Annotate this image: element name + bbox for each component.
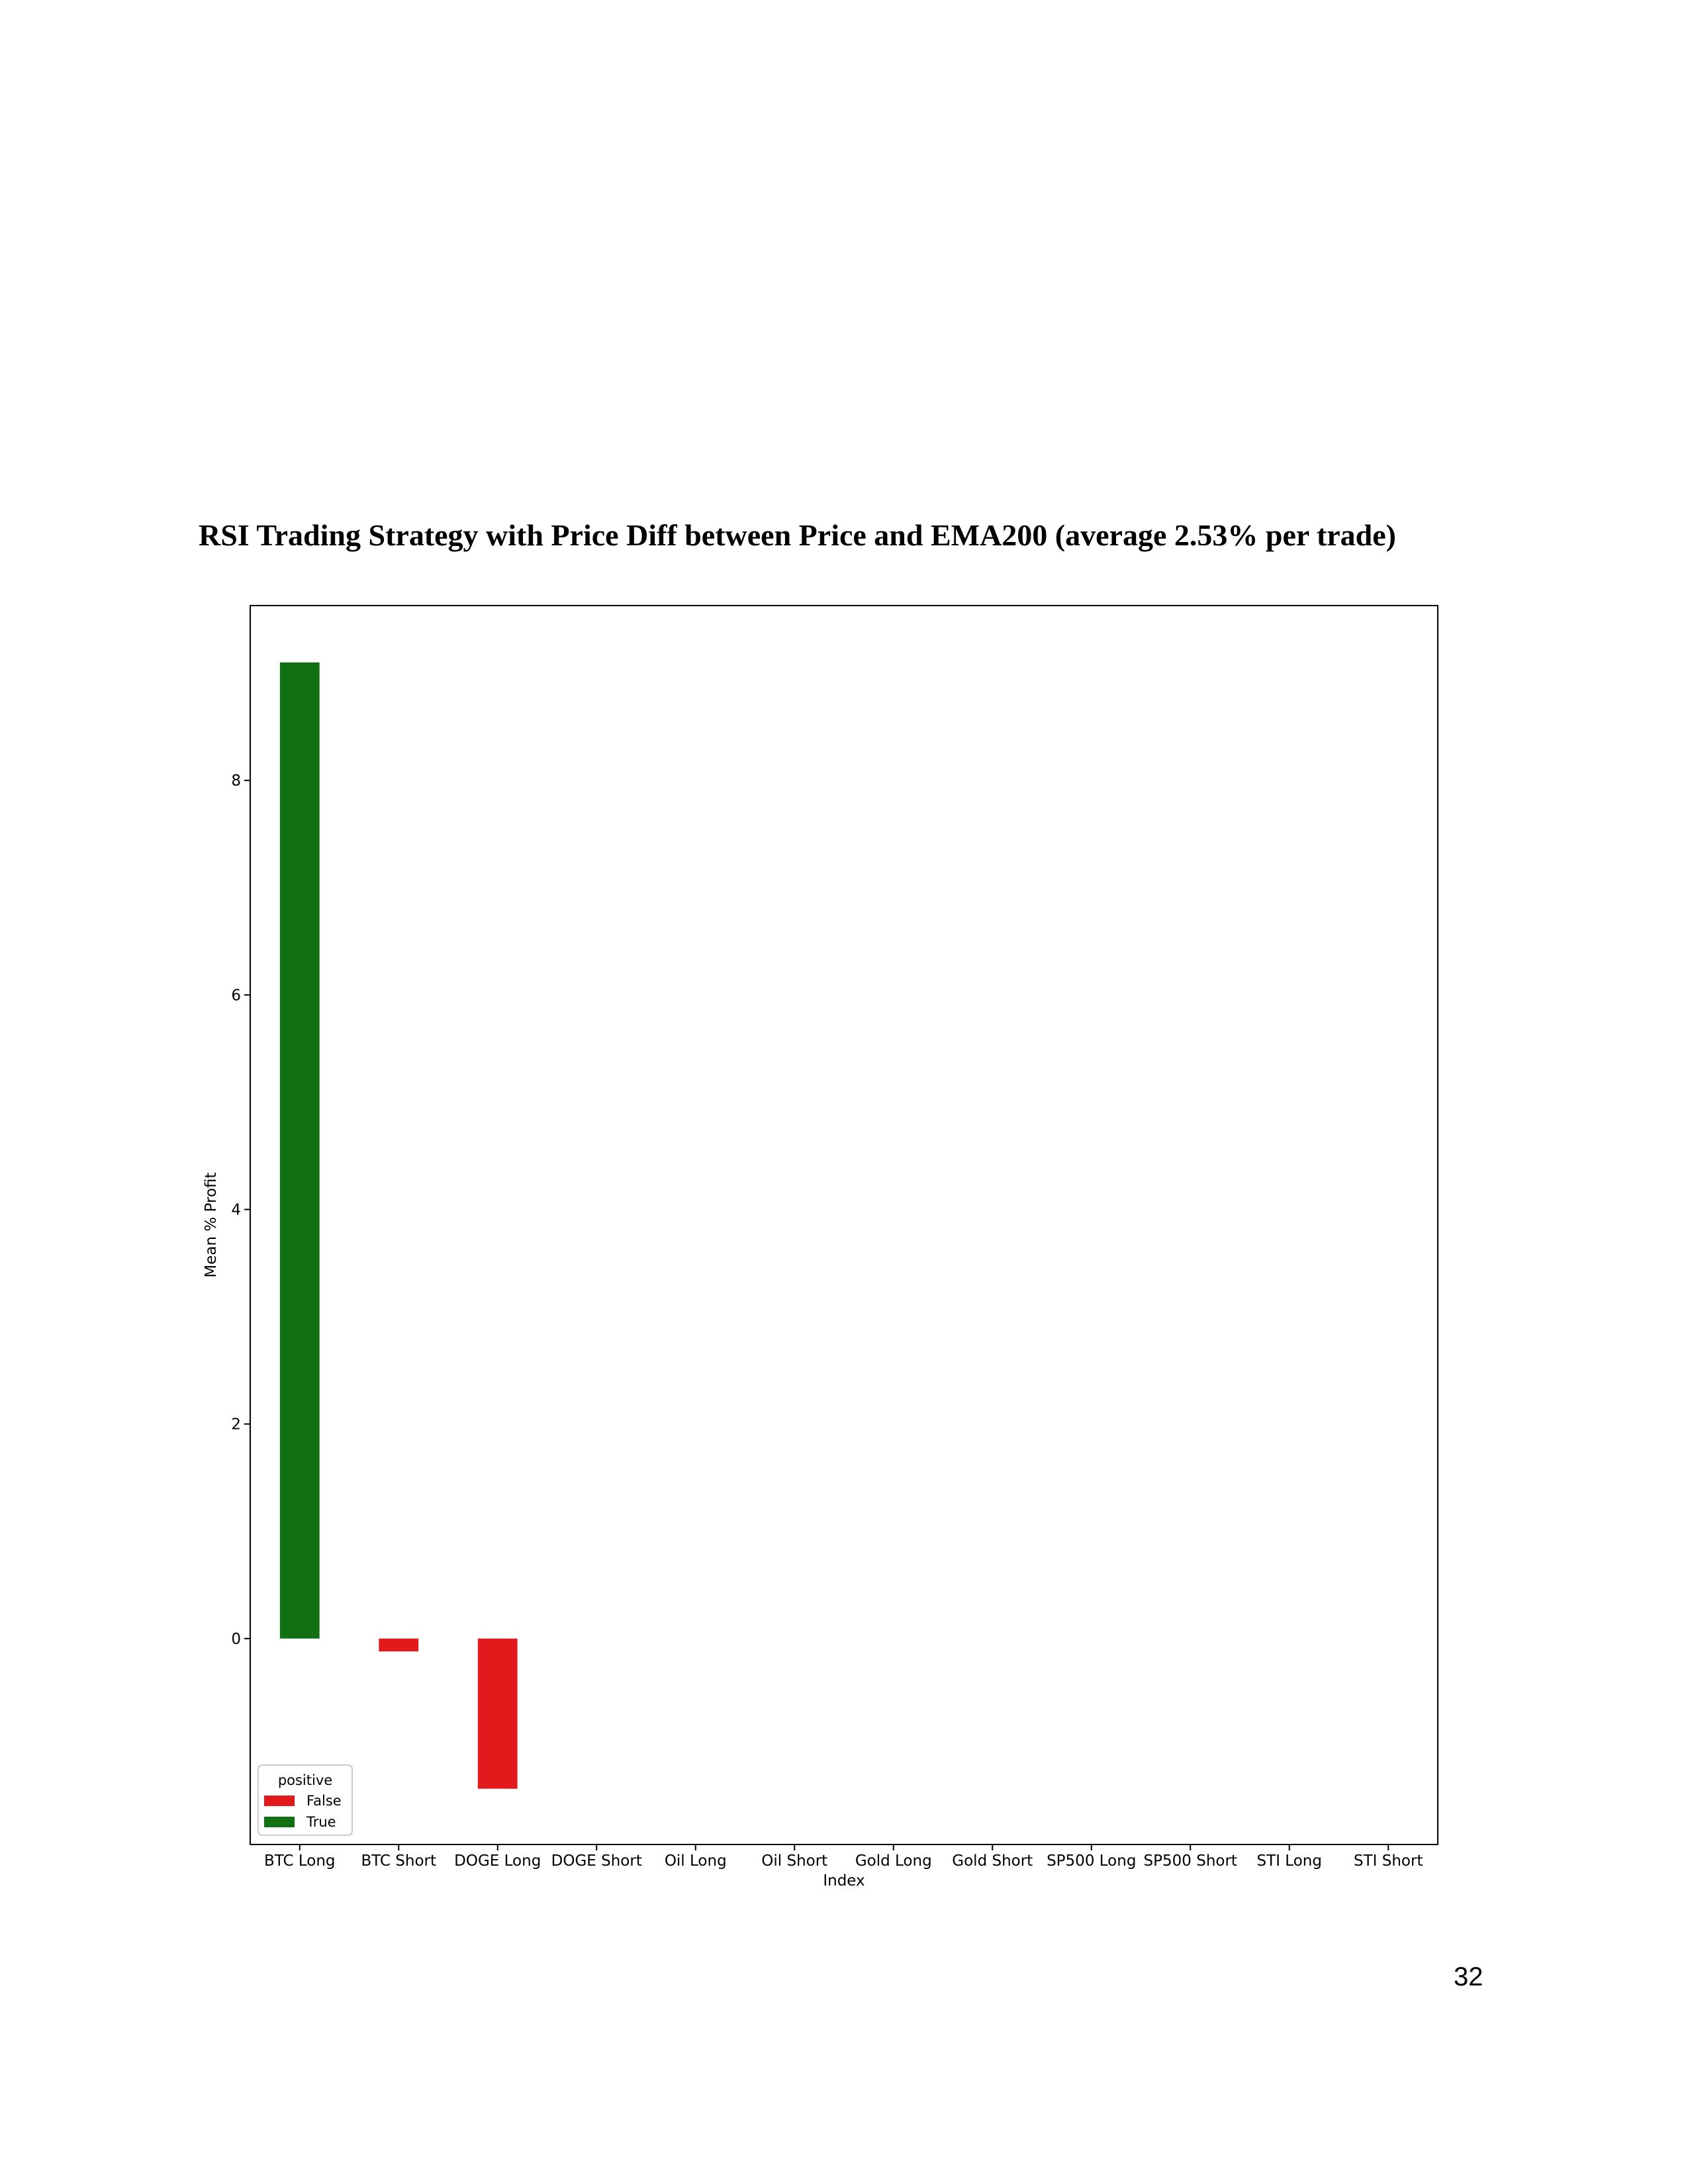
chart-title: RSI Trading Strategy with Price Diff bet… xyxy=(199,518,1397,552)
y-axis: 0 2 4 6 8 xyxy=(231,772,250,1648)
x-tick-label: SP500 Short xyxy=(1144,1852,1237,1870)
y-tick-label: 6 xyxy=(231,987,241,1004)
legend-label-true: True xyxy=(306,1814,336,1830)
x-tick-label: Gold Long xyxy=(855,1852,932,1870)
bar-doge-long xyxy=(477,1638,518,1789)
bar-btc-long xyxy=(279,662,320,1639)
x-tick-label: DOGE Long xyxy=(454,1852,541,1870)
x-tick-label: Oil Short xyxy=(761,1852,827,1870)
x-axis: BTC Long BTC Short DOGE Long DOGE Short Oil … xyxy=(264,1844,1423,1870)
y-tick-label: 8 xyxy=(231,772,241,790)
legend-swatch-true xyxy=(264,1817,295,1827)
page-number: 32 xyxy=(1454,1962,1483,1991)
legend: positive False True xyxy=(258,1764,353,1836)
legend-swatch-false xyxy=(264,1796,295,1806)
legend-title: positive xyxy=(278,1772,332,1788)
y-tick-label: 2 xyxy=(231,1416,241,1433)
y-axis-label: Mean % Profit xyxy=(203,1172,220,1277)
bars-layer xyxy=(279,662,518,1789)
x-axis-label: Index xyxy=(823,1872,865,1889)
y-tick-label: 0 xyxy=(231,1631,241,1648)
plot-frame xyxy=(250,605,1438,1845)
x-tick-label: STI Short xyxy=(1354,1852,1423,1870)
x-tick-label: STI Long xyxy=(1257,1852,1322,1870)
x-tick-label: BTC Long xyxy=(264,1852,336,1870)
x-tick-label: BTC Short xyxy=(361,1852,436,1870)
legend-label-false: False xyxy=(306,1793,342,1809)
x-tick-label: SP500 Long xyxy=(1047,1852,1136,1870)
bar-btc-short xyxy=(379,1638,419,1652)
x-tick-label: Oil Long xyxy=(665,1852,727,1870)
x-tick-label: Gold Short xyxy=(952,1852,1033,1870)
x-tick-label: DOGE Short xyxy=(551,1852,642,1870)
y-tick-label: 4 xyxy=(231,1201,241,1218)
